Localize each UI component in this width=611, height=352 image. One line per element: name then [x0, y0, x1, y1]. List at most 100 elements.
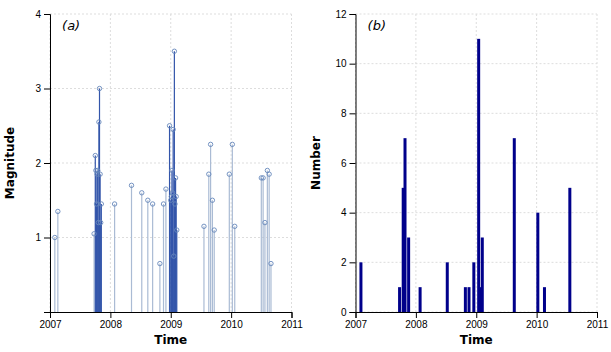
- tick-mark: [171, 312, 172, 318]
- tick-mark: [44, 89, 50, 90]
- stem: [169, 126, 170, 312]
- bar: [398, 287, 401, 312]
- grid-line-y: [356, 163, 598, 164]
- marks: [359, 39, 571, 312]
- stem: [176, 230, 177, 312]
- stem-marker: [98, 172, 102, 176]
- stem: [152, 204, 153, 312]
- stem-marker: [53, 235, 57, 239]
- stem-marker: [170, 191, 174, 195]
- tick-mark: [416, 312, 417, 318]
- bar: [446, 262, 449, 312]
- panel: 20072008200920102011024681012TimeNumber(…: [309, 9, 609, 347]
- tick-mark: [350, 163, 356, 164]
- bar: [477, 39, 480, 312]
- stem: [234, 226, 235, 312]
- bar: [419, 287, 422, 312]
- stem: [159, 264, 160, 312]
- stem-marker: [267, 172, 271, 176]
- stem: [131, 185, 132, 312]
- marks: [53, 49, 274, 312]
- bar: [464, 287, 467, 312]
- stem: [95, 156, 96, 312]
- tick-label: 2008: [405, 319, 428, 330]
- panel-label: (b): [368, 18, 386, 33]
- tick: 2: [35, 158, 50, 169]
- tick-label: 2011: [587, 319, 609, 330]
- stem-marker: [93, 153, 97, 157]
- grid-line-y: [356, 14, 598, 15]
- tick: 6: [341, 158, 356, 169]
- stem: [147, 200, 148, 312]
- tick-label: 2010: [526, 319, 549, 330]
- stem-marker: [99, 220, 103, 224]
- tick-label: 2009: [466, 319, 489, 330]
- grid: [356, 14, 598, 312]
- x-axis-title: Time: [460, 333, 493, 347]
- stem: [229, 174, 230, 312]
- tick-label: 12: [335, 9, 347, 20]
- stem-marker: [92, 232, 96, 236]
- grid: [50, 14, 292, 312]
- stem-marker: [210, 198, 214, 202]
- tick-mark: [44, 14, 50, 15]
- stem-marker: [175, 228, 179, 232]
- bar: [404, 138, 407, 312]
- tick-label: 2007: [345, 319, 368, 330]
- tick-mark: [597, 312, 598, 318]
- stem: [163, 204, 164, 312]
- grid-line-y: [50, 163, 292, 164]
- stem-marker: [112, 202, 116, 206]
- tick-label: 2007: [39, 319, 62, 330]
- bar: [543, 287, 546, 312]
- stem-marker: [227, 172, 231, 176]
- tick-label: 2: [35, 158, 41, 169]
- tick: 10: [335, 58, 355, 69]
- tick-mark: [350, 213, 356, 214]
- stem: [100, 174, 101, 312]
- stem: [165, 189, 166, 312]
- tick-label: 2009: [160, 319, 183, 330]
- y-axis: 024681012: [335, 9, 356, 318]
- tick-label: 2008: [100, 319, 123, 330]
- stem-marker: [97, 86, 101, 90]
- stem-marker: [170, 168, 174, 172]
- tick: 2011: [281, 312, 303, 330]
- y-axis-line: [350, 15, 357, 313]
- stem-marker: [212, 228, 216, 232]
- tick: 12: [335, 9, 355, 20]
- stem-marker: [167, 124, 171, 128]
- stem: [269, 174, 270, 312]
- tick-mark: [476, 312, 477, 318]
- stem: [93, 234, 94, 312]
- stem-marker: [172, 254, 176, 258]
- tick-mark: [350, 113, 356, 114]
- stem-marker: [202, 224, 206, 228]
- tick: 4: [35, 9, 50, 20]
- bar: [536, 213, 539, 312]
- tick-label: 2: [341, 257, 347, 268]
- grid-line-y: [356, 113, 598, 114]
- stem-marker: [261, 176, 265, 180]
- y-axis-line: [44, 15, 51, 313]
- bar: [513, 138, 516, 312]
- stem: [214, 230, 215, 312]
- stem-marker: [56, 209, 60, 213]
- panel-label: (a): [62, 18, 80, 33]
- stem: [203, 226, 204, 312]
- x-axis-title: Time: [154, 333, 187, 347]
- tick-label: 4: [35, 9, 41, 20]
- stem: [141, 193, 142, 312]
- stem-marker: [233, 224, 237, 228]
- stem-marker: [173, 202, 177, 206]
- stem: [57, 211, 58, 312]
- tick: 3: [35, 83, 50, 94]
- stem: [171, 170, 172, 312]
- stem-marker: [208, 142, 212, 146]
- tick: 8: [341, 108, 356, 119]
- tick-label: 3: [35, 83, 41, 94]
- stem: [261, 178, 262, 312]
- tick-label: 4: [341, 207, 347, 218]
- stem: [95, 170, 96, 312]
- stem: [264, 223, 265, 312]
